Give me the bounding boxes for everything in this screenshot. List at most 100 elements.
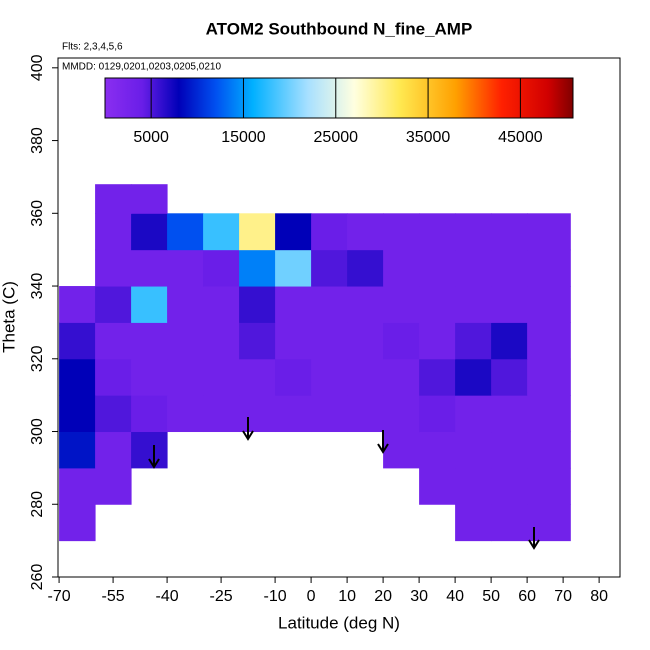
heat-cell bbox=[455, 431, 492, 469]
heat-cell bbox=[275, 322, 312, 360]
arrow bbox=[377, 430, 389, 454]
y-tick-label: 280 bbox=[29, 491, 46, 518]
heat-cell bbox=[131, 431, 168, 469]
heat-cell bbox=[59, 431, 96, 469]
heat-cell bbox=[491, 213, 528, 251]
heat-cell bbox=[383, 358, 420, 396]
heat-cell bbox=[491, 322, 528, 360]
heat-cell bbox=[419, 213, 456, 251]
heat-cell bbox=[131, 358, 168, 396]
heat-cell bbox=[275, 213, 312, 251]
heat-cell bbox=[131, 213, 168, 251]
heat-cell bbox=[383, 322, 420, 360]
heat-cell bbox=[167, 395, 204, 433]
heat-cell bbox=[527, 249, 571, 287]
x-tick-label: -10 bbox=[264, 588, 287, 605]
heat-cell bbox=[311, 395, 348, 433]
heat-cell bbox=[311, 213, 348, 251]
heat-cell bbox=[275, 395, 312, 433]
heat-cell bbox=[527, 467, 571, 505]
heat-cell bbox=[455, 467, 492, 505]
heat-cell bbox=[491, 286, 528, 323]
arrow bbox=[148, 445, 160, 469]
heat-cell bbox=[383, 249, 420, 287]
heat-cell bbox=[95, 431, 132, 469]
subtitle: Flts: 2,3,4,5,6 bbox=[62, 42, 123, 53]
heatmap bbox=[59, 184, 571, 542]
heat-cell bbox=[203, 358, 240, 396]
heat-cell bbox=[167, 213, 204, 251]
heat-cell bbox=[95, 358, 132, 396]
x-tick-label: 30 bbox=[410, 588, 428, 605]
heat-cell bbox=[419, 286, 456, 323]
heat-cell bbox=[203, 322, 240, 360]
heat-cell bbox=[419, 395, 456, 433]
heat-cell bbox=[131, 249, 168, 287]
heat-cell bbox=[59, 467, 96, 505]
heat-cell bbox=[455, 504, 492, 542]
x-tick-label: 0 bbox=[307, 588, 316, 605]
heat-cell bbox=[527, 286, 571, 323]
heat-cell bbox=[131, 286, 168, 323]
x-tick-label: -70 bbox=[48, 588, 71, 605]
heat-cell bbox=[419, 322, 456, 360]
heat-cell bbox=[347, 213, 384, 251]
x-tick-label: 70 bbox=[554, 588, 572, 605]
heat-cell bbox=[383, 213, 420, 251]
x-tick-label: -25 bbox=[210, 588, 233, 605]
heat-cell bbox=[491, 358, 528, 396]
heat-cell bbox=[419, 249, 456, 287]
heat-cell bbox=[59, 358, 96, 396]
heat-cell bbox=[275, 286, 312, 323]
x-tick-label: 10 bbox=[338, 588, 356, 605]
heat-cell bbox=[455, 358, 492, 396]
heat-cell bbox=[203, 286, 240, 323]
heat-cell bbox=[347, 322, 384, 360]
heat-cell bbox=[527, 213, 571, 251]
heat-cell bbox=[203, 395, 240, 433]
heat-cell bbox=[455, 249, 492, 287]
heat-cell bbox=[383, 286, 420, 323]
annotation: MMDD: 0129,0201,0203,0205,0210 bbox=[62, 62, 221, 73]
y-tick-label: 380 bbox=[29, 127, 46, 154]
heat-cell bbox=[59, 504, 96, 542]
colorbar-tick-label: 5000 bbox=[133, 129, 169, 146]
x-tick-label: -40 bbox=[156, 588, 179, 605]
chart-title: ATOM2 Southbound N_fine_AMP bbox=[206, 19, 473, 38]
heat-cell bbox=[455, 395, 492, 433]
heat-cell bbox=[95, 213, 132, 251]
heat-cell bbox=[95, 249, 132, 287]
heat-cell bbox=[167, 358, 204, 396]
heat-cell bbox=[311, 358, 348, 396]
heat-cell bbox=[59, 395, 96, 433]
heat-cell bbox=[131, 395, 168, 433]
overlay bbox=[148, 417, 540, 550]
heat-cell bbox=[527, 322, 571, 360]
heat-cell bbox=[455, 286, 492, 323]
heat-cell bbox=[95, 286, 132, 323]
heat-cell bbox=[59, 322, 96, 360]
heat-cell bbox=[239, 286, 276, 323]
heat-cell bbox=[419, 431, 456, 469]
heat-cell bbox=[419, 467, 456, 505]
heat-cell bbox=[239, 395, 276, 433]
heat-cell bbox=[203, 213, 240, 251]
heat-cell bbox=[419, 358, 456, 396]
colorbar-tick-label: 45000 bbox=[498, 129, 543, 146]
heat-cell bbox=[311, 322, 348, 360]
x-axis-label: Latitude (deg N) bbox=[278, 613, 400, 632]
heat-cell bbox=[347, 358, 384, 396]
arrows bbox=[148, 417, 540, 550]
heat-cell bbox=[491, 431, 528, 469]
colorbar-tick-label: 15000 bbox=[221, 129, 266, 146]
plot-frame bbox=[57, 57, 621, 578]
colorbar bbox=[104, 77, 574, 119]
heat-cell bbox=[455, 322, 492, 360]
y-tick-label: 320 bbox=[29, 345, 46, 372]
y-axis-label: Theta (C) bbox=[0, 281, 18, 353]
x-tick-label: -55 bbox=[102, 588, 125, 605]
heat-cell bbox=[239, 249, 276, 287]
x-tick-label: 40 bbox=[446, 588, 464, 605]
heat-cell bbox=[527, 395, 571, 433]
